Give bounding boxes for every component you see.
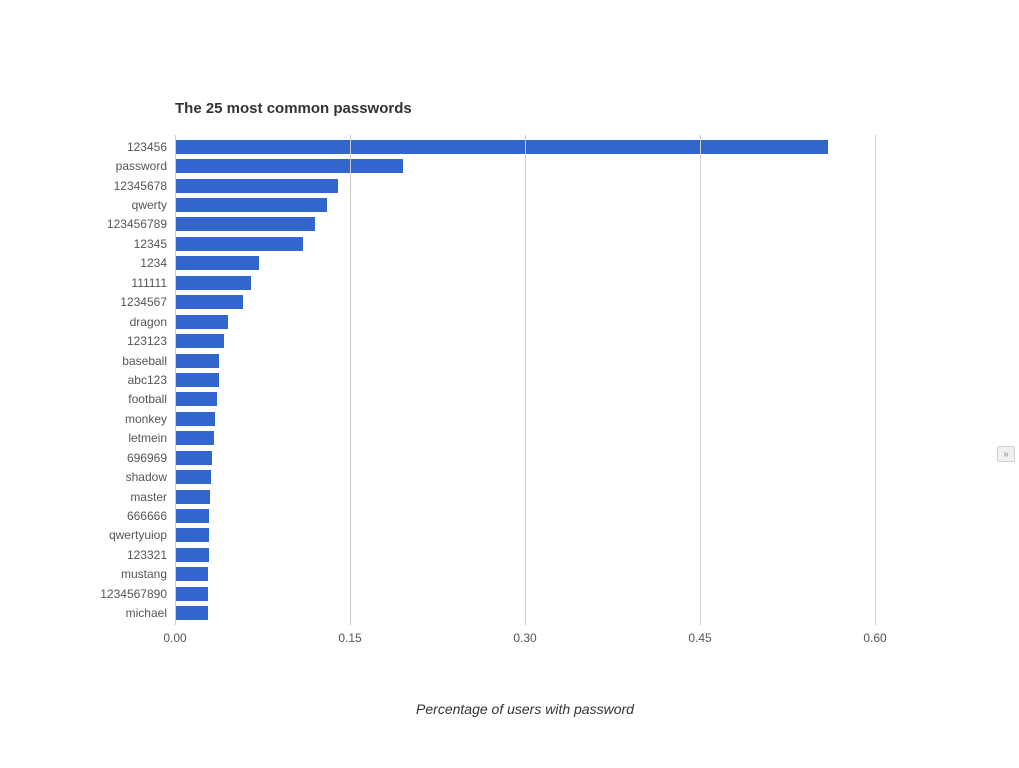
bar [175,217,315,231]
gridline [175,135,176,625]
gridline [350,135,351,625]
bar [175,587,208,601]
bar [175,159,403,173]
x-axis: 0.000.150.300.450.60 [175,631,875,651]
bar [175,548,209,562]
bar [175,295,243,309]
y-label: qwertyuiop [109,528,167,542]
plot-area: 123456password12345678qwerty123456789123… [175,135,875,625]
x-tick-label: 0.15 [338,631,361,645]
y-label: 123321 [127,548,167,562]
gridline [875,135,876,625]
bar [175,334,224,348]
y-label: 12345678 [114,179,167,193]
y-label: football [128,392,167,406]
bar [175,392,217,406]
x-axis-title: Percentage of users with password [175,701,875,717]
y-label: dragon [130,315,167,329]
bar [175,490,210,504]
y-label: 123456 [127,140,167,154]
bar [175,431,214,445]
x-tick-label: 0.45 [688,631,711,645]
expand-button[interactable]: » [997,446,1015,462]
y-label: 123456789 [107,217,167,231]
bar [175,567,208,581]
bar [175,179,338,193]
y-label: shadow [126,470,167,484]
bar [175,237,303,251]
y-label: monkey [125,412,167,426]
bar [175,606,208,620]
y-label: 1234 [140,256,167,270]
y-label: 666666 [127,509,167,523]
y-label: 696969 [127,451,167,465]
bar [175,528,209,542]
gridline [700,135,701,625]
bar [175,509,209,523]
bar [175,412,215,426]
bar [175,373,219,387]
y-label: 12345 [134,237,167,251]
y-label: master [130,490,167,504]
chart-title: The 25 most common passwords [175,100,900,117]
bar [175,198,327,212]
y-label: mustang [121,567,167,581]
y-label: michael [126,606,167,620]
y-label: 1234567890 [100,587,167,601]
bar [175,470,211,484]
bar [175,354,219,368]
y-label: password [116,159,167,173]
bar [175,276,251,290]
bar [175,315,228,329]
y-label: letmein [128,431,167,445]
gridline [525,135,526,625]
y-label: baseball [122,354,167,368]
x-tick-label: 0.60 [863,631,886,645]
x-tick-label: 0.00 [163,631,186,645]
bar [175,140,828,154]
bar [175,256,259,270]
y-label: 1234567 [120,295,167,309]
y-label: 111111 [131,276,167,290]
bar [175,451,212,465]
y-label: 123123 [127,334,167,348]
chart-container: The 25 most common passwords 123456passw… [80,100,900,717]
y-label: abc123 [128,373,167,387]
y-label: qwerty [132,198,167,212]
x-tick-label: 0.30 [513,631,536,645]
